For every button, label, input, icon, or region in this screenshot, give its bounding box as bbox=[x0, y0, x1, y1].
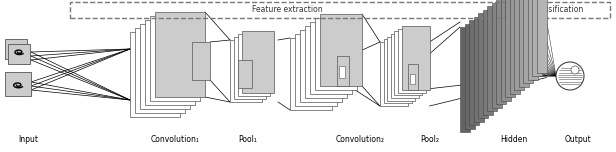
Bar bbox=[487, 6, 497, 111]
Bar bbox=[398, 29, 426, 93]
Bar bbox=[384, 39, 411, 103]
Bar bbox=[140, 24, 190, 109]
Bar bbox=[320, 14, 362, 86]
Bar bbox=[394, 31, 423, 95]
Bar bbox=[234, 37, 266, 99]
Bar bbox=[145, 20, 195, 105]
Bar bbox=[387, 37, 415, 101]
Bar bbox=[290, 38, 332, 110]
Bar bbox=[410, 74, 415, 84]
Bar bbox=[238, 60, 252, 88]
Bar bbox=[155, 12, 205, 97]
Bar bbox=[337, 56, 349, 86]
Bar bbox=[310, 22, 352, 94]
Bar bbox=[300, 30, 342, 102]
Bar bbox=[242, 31, 274, 93]
Text: Input: Input bbox=[18, 135, 38, 144]
Bar bbox=[505, 0, 515, 97]
Bar bbox=[8, 44, 30, 64]
Bar bbox=[474, 17, 484, 121]
Bar bbox=[150, 16, 200, 101]
Bar bbox=[492, 2, 501, 107]
Bar bbox=[305, 26, 347, 98]
Bar bbox=[339, 66, 345, 78]
Bar bbox=[5, 72, 31, 96]
Bar bbox=[527, 0, 538, 79]
Bar bbox=[408, 64, 418, 90]
Bar bbox=[315, 18, 357, 90]
Text: Pool₂: Pool₂ bbox=[421, 135, 439, 144]
Bar bbox=[391, 34, 419, 98]
Text: Pool₁: Pool₁ bbox=[238, 135, 257, 144]
Bar bbox=[295, 34, 337, 106]
Bar bbox=[509, 0, 519, 93]
Bar bbox=[230, 40, 262, 102]
Bar bbox=[135, 28, 185, 113]
Bar bbox=[523, 0, 533, 83]
Bar bbox=[496, 0, 506, 104]
Bar bbox=[507, 2, 610, 18]
Bar bbox=[537, 0, 546, 73]
Bar bbox=[500, 0, 511, 100]
Bar bbox=[192, 42, 210, 80]
Text: Hidden: Hidden bbox=[500, 135, 528, 144]
Bar bbox=[514, 0, 524, 90]
Bar bbox=[70, 2, 505, 18]
Bar bbox=[130, 32, 180, 117]
Text: Output: Output bbox=[565, 135, 591, 144]
Text: Classification: Classification bbox=[533, 5, 584, 14]
Bar bbox=[5, 39, 27, 59]
Bar bbox=[532, 0, 542, 76]
Bar bbox=[482, 9, 493, 114]
Bar bbox=[464, 24, 474, 128]
Bar bbox=[519, 0, 529, 86]
Bar bbox=[402, 26, 429, 90]
Circle shape bbox=[556, 62, 584, 90]
Bar bbox=[238, 34, 270, 96]
Bar bbox=[460, 27, 470, 132]
Bar bbox=[478, 13, 488, 118]
Text: Feature extraction: Feature extraction bbox=[252, 5, 323, 14]
Text: Convolution₂: Convolution₂ bbox=[336, 135, 384, 144]
Bar bbox=[469, 20, 479, 125]
Circle shape bbox=[571, 66, 579, 74]
Bar bbox=[380, 42, 408, 106]
Text: Convolution₁: Convolution₁ bbox=[150, 135, 200, 144]
